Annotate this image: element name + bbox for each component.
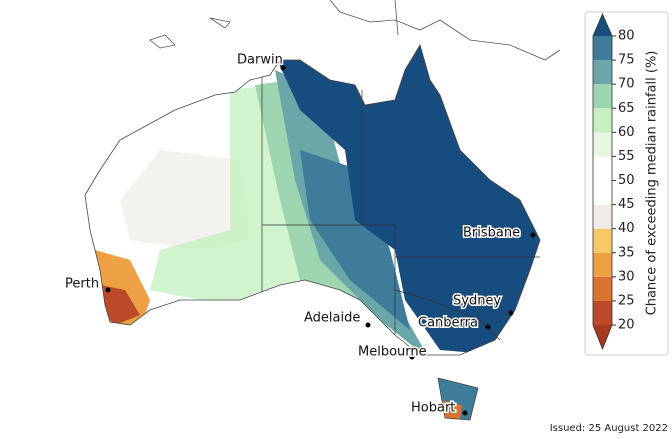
city-label: Darwin (237, 53, 283, 68)
colorbar-tick-label: 40 (618, 221, 635, 236)
city-dot (409, 354, 415, 360)
colorbar-band (593, 204, 612, 229)
city-label: Melbourne (358, 345, 427, 360)
city-label: Perth (65, 277, 99, 292)
city-dot (365, 322, 371, 328)
colorbar-band (593, 180, 612, 205)
issued-date: Issued: 25 August 2022 (550, 423, 668, 434)
colorbar-band (593, 132, 612, 157)
cities: Darwin Perth Adelaide Melbourne Canberra Sydn… (64, 51, 536, 417)
colorbar-tick-label: 25 (618, 293, 635, 308)
colorbar-band (593, 84, 612, 109)
state-borders (261, 77, 540, 341)
city-label: Hobart (411, 401, 455, 416)
colorbar-band (593, 276, 612, 301)
colorbar-tick-label: 65 (618, 101, 635, 116)
colorbar-band (593, 60, 612, 85)
colorbar-tick-label: 55 (618, 149, 635, 164)
colorbar-band (593, 300, 612, 325)
colorbar-band (593, 252, 612, 277)
colorbar-tick-label: 60 (618, 125, 635, 140)
city-dot (280, 65, 286, 71)
colorbar-tick-label: 20 (618, 318, 635, 333)
city-dot (462, 410, 468, 416)
city-label: Brisbane (463, 226, 520, 241)
colorbar-under (593, 325, 612, 349)
colorbar-tick-label: 35 (618, 245, 635, 260)
colorbar-tick-label: 75 (618, 53, 635, 68)
colorbar-band (593, 228, 612, 253)
city-dot (508, 310, 514, 316)
colorbar-tick-label: 45 (618, 197, 635, 212)
city-dot (105, 287, 111, 293)
colorbar-label: Chance of exceeding median rainfall (%) (645, 51, 660, 316)
city-label: Canberra (418, 316, 478, 331)
colorbar-tick-label: 30 (618, 269, 635, 284)
sea-outlines (149, 0, 561, 61)
city-dot (485, 324, 491, 330)
colorbar: 20 25 30 35 40 45 50 55 60 65 70 75 80 Chance of exc… (584, 11, 669, 356)
colorbar-tick-label: 80 (618, 29, 635, 44)
colorbar-band (593, 36, 612, 61)
colorbar-over (593, 14, 612, 36)
city-dot (530, 232, 536, 238)
colorbar-band (593, 156, 612, 181)
city-label: Sydney (453, 294, 501, 309)
city-label: Adelaide (304, 311, 360, 326)
coastline (84, 44, 541, 421)
colorbar-tick-label: 50 (618, 173, 635, 188)
colorbar-tick-label: 70 (618, 77, 635, 92)
colorbar-band (593, 108, 612, 133)
